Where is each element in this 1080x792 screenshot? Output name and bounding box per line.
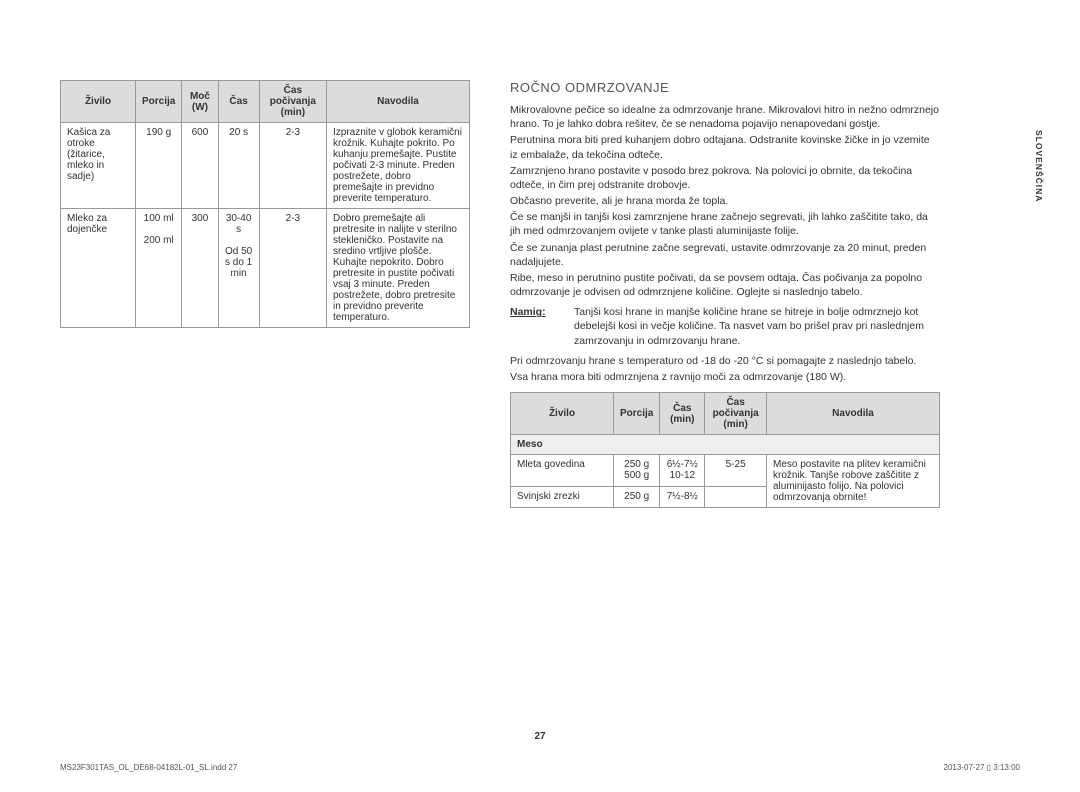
page-number: 27 [0,731,1080,742]
th-rest: Čas počivanja (min) [259,81,326,123]
th2-instr: Navodila [767,393,940,435]
footer-file: MS23F301TAS_OL_DE68-04182L-01_SL.indd 27 [60,763,237,772]
table-row: Mleta govedina 250 g 500 g 6½-7½ 10-12 5… [511,455,940,487]
body-text: Mikrovalovne pečice so idealne za odmrzo… [510,103,940,384]
table-subheader-row: Meso [511,435,940,455]
th-food: Živilo [61,81,136,123]
hint-label: Namig: [510,305,560,348]
footer-date: 2013-07-27 ▯ 3:13:00 [944,763,1020,772]
table-row: Mleko za dojenčke 100 ml 200 ml 300 30-4… [61,209,470,328]
right-defrost-table: Živilo Porcija Čas (min) Čas počivanja (… [510,392,940,508]
language-tab: SLOVENŠČINA [1034,130,1044,202]
section-title: ROČNO ODMRZOVANJE [510,80,940,95]
th-time: Čas [218,81,259,123]
th-instr: Navodila [327,81,470,123]
hint-block: Namig: Tanjši kosi hrane in manjše količ… [510,305,940,348]
th2-time: Čas (min) [660,393,705,435]
th2-food: Živilo [511,393,614,435]
hint-text: Tanjši kosi hrane in manjše količine hra… [574,305,940,348]
th-portion: Porcija [136,81,182,123]
th2-portion: Porcija [614,393,660,435]
table-row: Kašica za otroke (žitarice, mleko in sad… [61,123,470,209]
left-cooking-table: Živilo Porcija Moč (W) Čas Čas počivanja… [60,80,470,328]
th-power: Moč (W) [182,81,218,123]
th2-rest: Čas počivanja (min) [705,393,767,435]
